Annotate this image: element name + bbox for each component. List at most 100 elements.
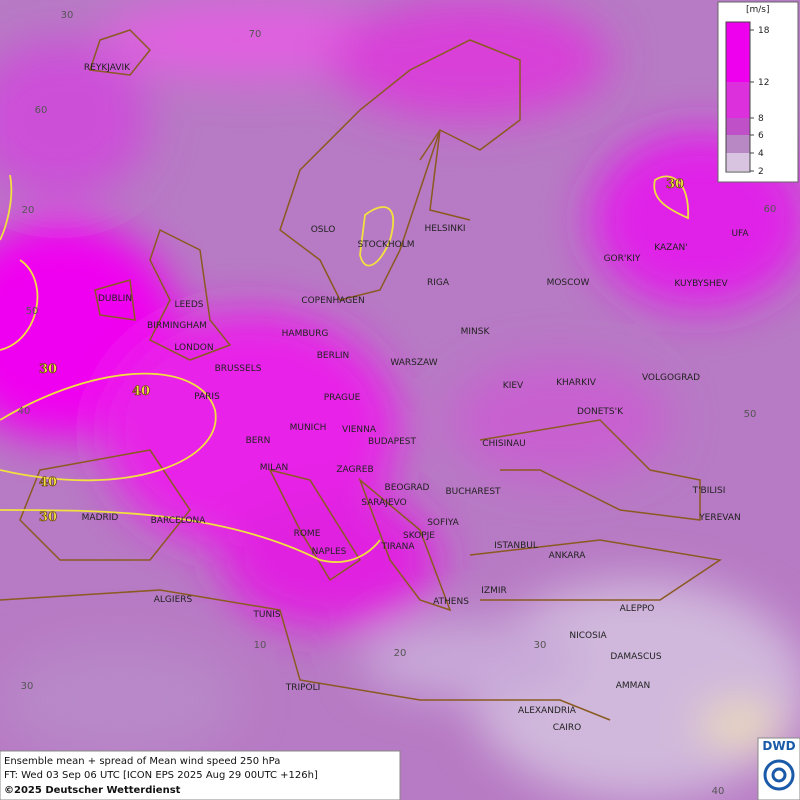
graticule-label: 30 — [21, 681, 34, 692]
legend-tick-label: 18 — [758, 26, 770, 36]
city-label: SARAJEVO — [361, 498, 407, 508]
contour-label: 30 — [666, 177, 684, 192]
graticule-label: 60 — [764, 204, 777, 215]
footer-title: Ensemble mean + spread of Mean wind spee… — [4, 756, 280, 767]
graticule-label: 20 — [22, 205, 35, 216]
legend-tick-label: 6 — [758, 131, 764, 141]
city-label: SKOPJE — [403, 531, 435, 541]
city-label: YEREVAN — [698, 513, 741, 523]
city-label: T'BILISI — [692, 486, 726, 496]
city-label: BRUSSELS — [215, 364, 262, 374]
graticule-label: 70 — [249, 29, 262, 40]
city-label: BEOGRAD — [385, 483, 430, 493]
city-label: DONETS'K — [577, 407, 624, 417]
city-label: STOCKHOLM — [357, 240, 414, 250]
coastlines — [0, 29, 722, 721]
logo: DWD — [757, 737, 800, 800]
legend-tick-label: 2 — [758, 167, 764, 177]
city-label: KUYBYSHEV — [674, 279, 728, 289]
city-label: TUNIS — [252, 610, 280, 620]
city-label: KIEV — [503, 381, 524, 391]
city-label: NICOSIA — [569, 631, 607, 641]
city-label: BERN — [246, 436, 271, 446]
legend-tick-label: 8 — [758, 114, 764, 124]
city-label: ALGIERS — [154, 595, 193, 605]
city-label: MILAN — [260, 463, 289, 473]
city-label: SOFIYA — [427, 518, 459, 528]
legend-band — [726, 153, 750, 171]
city-label: ZAGREB — [336, 465, 373, 475]
graticule-label: 30 — [534, 640, 547, 651]
city-label: RIGA — [427, 278, 450, 288]
graticule-label: 40 — [18, 406, 31, 417]
city-label: BARCELONA — [151, 516, 207, 526]
city-label: NAPLES — [312, 547, 347, 557]
city-label: MOSCOW — [547, 278, 590, 288]
legend-band — [726, 82, 750, 118]
legend-tick-label: 4 — [758, 149, 764, 159]
graticule-label: 50 — [26, 306, 39, 317]
contour-label: 30 — [39, 362, 57, 377]
logo-icon — [763, 759, 795, 791]
city-label: MADRID — [82, 513, 119, 523]
city-label: CAIRO — [553, 723, 581, 733]
city-label: MUNICH — [290, 423, 327, 433]
footer: Ensemble mean + spread of Mean wind spee… — [0, 750, 401, 800]
legend-band — [726, 135, 750, 153]
legend-band — [726, 118, 750, 135]
city-label: TRIPOLI — [285, 683, 321, 693]
city-label: UFA — [731, 229, 749, 239]
city-label: AMMAN — [616, 681, 651, 691]
city-label: PRAGUE — [324, 393, 361, 403]
city-label: KAZAN' — [654, 243, 687, 253]
legend-unit: [m/s] — [746, 5, 770, 15]
city-label: ALEPPO — [620, 604, 655, 614]
contours — [0, 174, 689, 563]
city-label: BUDAPEST — [368, 437, 417, 447]
footer-forecast: FT: Wed 03 Sep 06 UTC [ICON EPS 2025 Aug… — [4, 770, 318, 781]
logo-icon — [771, 767, 787, 783]
city-label: MINSK — [461, 327, 491, 337]
graticule-label: 30 — [61, 10, 74, 21]
footer-copyright: ©2025 Deutscher Wetterdienst — [4, 785, 181, 796]
city-label: COPENHAGEN — [301, 296, 364, 306]
city-label: LONDON — [174, 343, 213, 353]
contour-label: 40 — [39, 475, 57, 490]
city-label: PARIS — [194, 392, 220, 402]
legend: [m/s] — [717, 1, 799, 183]
city-label: DAMASCUS — [610, 652, 661, 662]
city-label: ROME — [294, 529, 321, 539]
legend-tick-label: 12 — [758, 78, 769, 88]
city-label: OSLO — [311, 225, 336, 235]
city-label: BERLIN — [317, 351, 350, 361]
logo-text: DWD — [762, 739, 795, 753]
city-label: TIRANA — [380, 542, 415, 552]
city-label: GOR'KIY — [604, 254, 641, 264]
city-label: KHARKIV — [556, 378, 597, 388]
graticule-label: 20 — [394, 648, 407, 659]
city-label: REYKJAVIK — [84, 63, 131, 73]
graticule-label: 40 — [712, 786, 725, 797]
city-label: ATHENS — [433, 597, 469, 607]
city-label: BIRMINGHAM — [147, 321, 207, 331]
legend-band — [726, 22, 750, 82]
city-label: IZMIR — [481, 586, 507, 596]
city-label: ISTANBUL — [494, 541, 538, 551]
footer-box — [0, 750, 401, 800]
contour-label: 30 — [39, 510, 57, 525]
legend-frame — [725, 21, 751, 173]
city-label: ANKARA — [549, 551, 587, 561]
city-label: WARSZAW — [390, 358, 437, 368]
city-label: HELSINKI — [424, 224, 465, 234]
graticule-label: 10 — [254, 640, 267, 651]
city-label: VOLGOGRAD — [642, 373, 700, 383]
graticule-label: 50 — [744, 409, 757, 420]
city-label: VIENNA — [342, 425, 377, 435]
city-label: ALEXANDRIA — [518, 706, 577, 716]
city-label: BUCHAREST — [445, 487, 501, 497]
city-label: HAMBURG — [282, 329, 329, 339]
graticule-label: 60 — [35, 105, 48, 116]
city-label: DUBLIN — [98, 294, 132, 304]
